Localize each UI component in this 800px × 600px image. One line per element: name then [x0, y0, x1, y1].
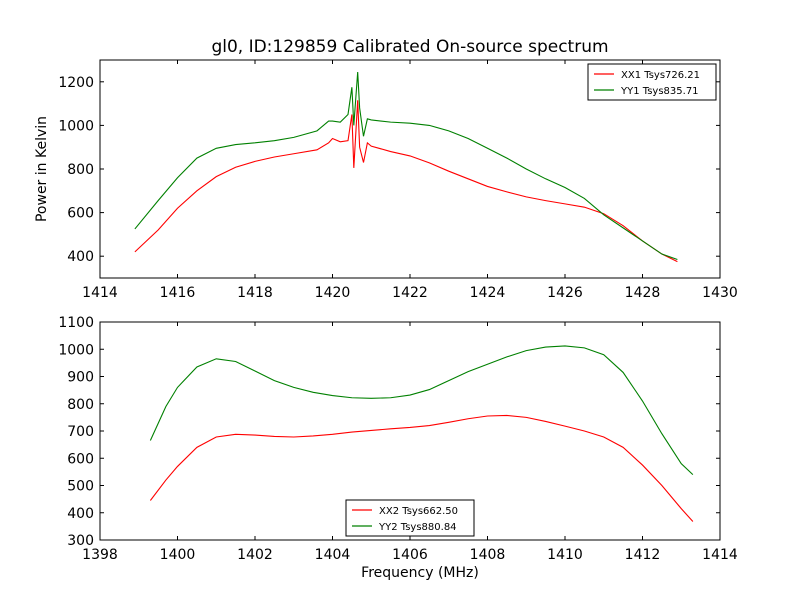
y-tick-label: 500 [67, 479, 94, 495]
x-tick-label: 1406 [392, 547, 428, 563]
y-tick-label: 600 [67, 451, 94, 467]
x-axis-label: Frequency (MHz) [361, 565, 479, 581]
series-line-xx2 [149, 414, 694, 522]
y-tick-label: 600 [67, 206, 94, 222]
y-tick-label: 1200 [58, 75, 94, 91]
y-tick-label: 1000 [58, 118, 94, 134]
x-tick-label: 1426 [547, 285, 583, 301]
x-tick-label: 1422 [392, 285, 428, 301]
series-line-xx1 [134, 100, 678, 263]
y-axis-label: Power in Kelvin [34, 116, 50, 222]
series-line-yy2 [149, 345, 694, 476]
legend-box [345, 499, 475, 537]
y-tick-label: 300 [67, 533, 94, 549]
legend-entry: YY1 Tsys835.71 [620, 86, 699, 97]
legend: XX1 Tsys726.21 YY1 Tsys835.71 [587, 63, 717, 101]
x-tick-label: 1416 [160, 285, 196, 301]
x-tick-label: 1398 [82, 547, 118, 563]
x-tick-label: 1410 [547, 547, 583, 563]
y-tick-label: 400 [67, 249, 94, 265]
y-tick-label: 1000 [58, 342, 94, 358]
legend: XX2 Tsys662.50 YY2 Tsys880.84 [345, 499, 475, 537]
y-tick-label: 700 [67, 424, 94, 440]
x-tick-label: 1424 [470, 285, 506, 301]
x-tick-label: 1408 [470, 547, 506, 563]
y-tick-label: 1100 [58, 315, 94, 331]
y-tick-label: 900 [67, 370, 94, 386]
legend-box [587, 63, 717, 101]
y-tick-label: 800 [67, 162, 94, 178]
x-tick-label: 1414 [82, 285, 118, 301]
legend-entry: YY2 Tsys880.84 [378, 522, 457, 533]
y-tick-label: 400 [67, 506, 94, 522]
x-tick-label: 1418 [237, 285, 273, 301]
figure-title: gl0, ID:129859 Calibrated On-source spec… [211, 37, 608, 57]
x-tick-label: 1414 [702, 547, 738, 563]
x-tick-label: 1412 [625, 547, 661, 563]
y-tick-label: 800 [67, 397, 94, 413]
legend-entry: XX1 Tsys726.21 [621, 70, 700, 81]
x-tick-label: 1402 [237, 547, 273, 563]
x-tick-label: 1404 [315, 547, 351, 563]
x-tick-label: 1430 [702, 285, 738, 301]
x-tick-label: 1420 [315, 285, 351, 301]
legend-entry: XX2 Tsys662.50 [379, 506, 458, 517]
top-panel: 1414 1416 1418 1420 1422 1424 1426 1428 1430 400 6… [34, 59, 738, 301]
x-tick-label: 1428 [625, 285, 661, 301]
series-line-yy1 [134, 71, 678, 260]
x-tick-label: 1400 [160, 547, 196, 563]
bottom-panel: 1398 1400 1402 1404 1406 1408 1410 1412 1414 300 4… [58, 315, 738, 581]
